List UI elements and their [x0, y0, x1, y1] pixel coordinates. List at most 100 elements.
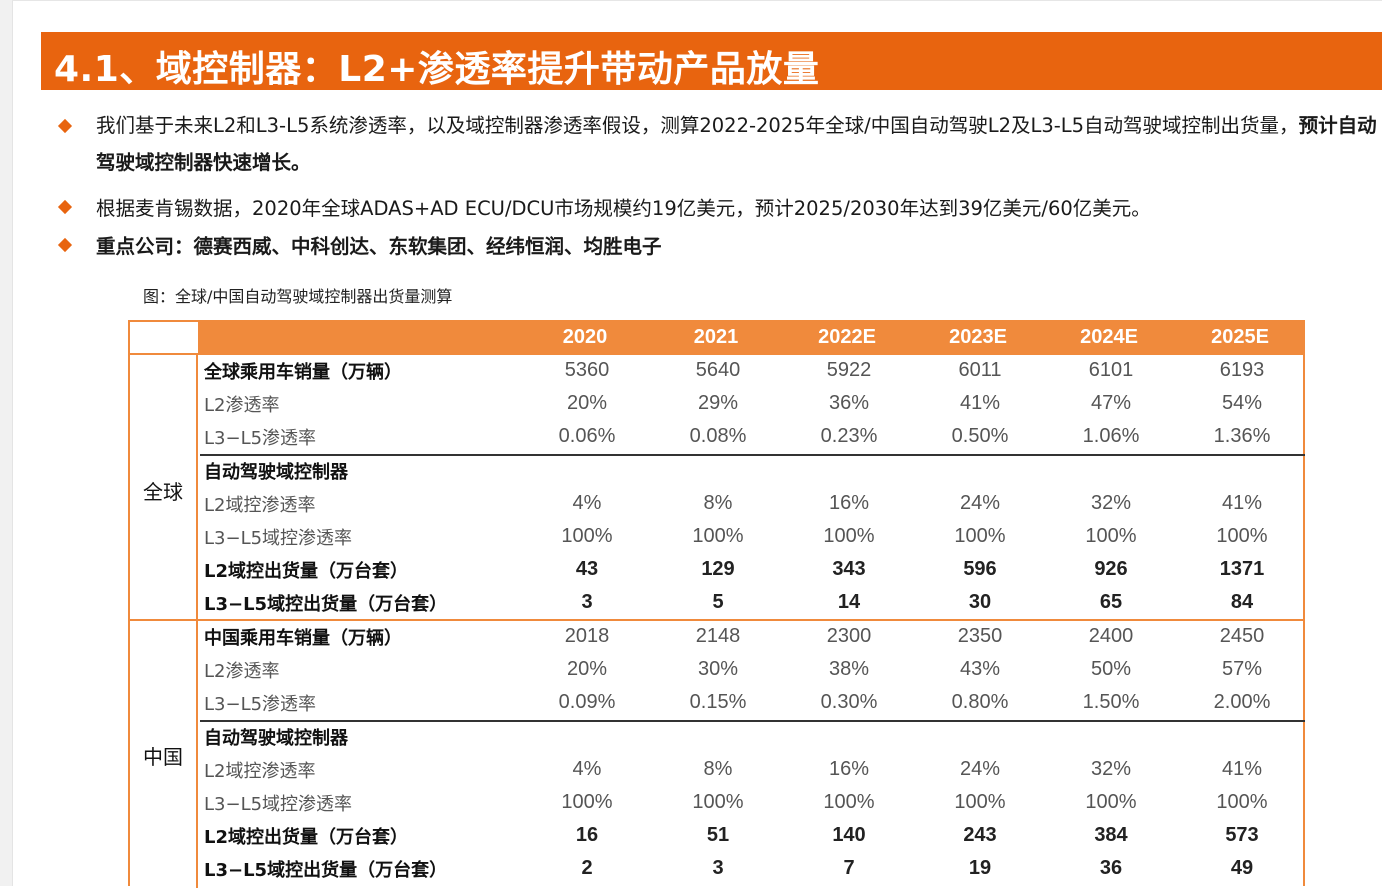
cell: 100%	[1085, 525, 1137, 547]
table-row: L2域控渗透率 4% 8% 16% 24% 32% 41%	[202, 754, 1305, 787]
table-row: 中国乘用车销量（万辆） 2018 2148 2300 2350 2400 245…	[202, 621, 1305, 654]
header-divider	[130, 353, 1305, 355]
cell: 5	[712, 591, 724, 613]
row-label: L3−L5域控出货量（万台套）	[204, 860, 448, 881]
cell: 100%	[692, 791, 744, 813]
cell: 6011	[958, 359, 1002, 381]
bullet-3-bold: 重点公司：德赛西威、中科创达、东软集团、经纬恒润、均胜电子	[96, 235, 662, 258]
cell: 32%	[1090, 758, 1132, 780]
cell: 7	[843, 857, 855, 879]
cell: 20%	[566, 658, 608, 680]
bullet-text-3: 重点公司：德赛西威、中科创达、东软集团、经纬恒润、均胜电子	[96, 228, 1381, 265]
cell: 2148	[695, 625, 741, 647]
cell: 100%	[1216, 791, 1268, 813]
title-bar: 4.1、域控制器：L2+渗透率提升带动产品放量	[41, 32, 1382, 90]
cell: 0.50%	[951, 425, 1009, 447]
region-label: 中国	[143, 745, 183, 769]
cell: 41%	[959, 392, 1001, 414]
row-label: L3−L5域控渗透率	[204, 528, 353, 549]
cell: 16%	[828, 758, 870, 780]
bullet-2-text: 根据麦肯锡数据，2020年全球ADAS+AD ECU/DCU市场规模约19亿美元…	[96, 197, 1151, 220]
cell: 1.50%	[1082, 691, 1140, 713]
row-label: L3−L5渗透率	[204, 694, 317, 715]
cell: 41%	[1221, 492, 1263, 514]
region-cell-china: 中国	[130, 621, 198, 888]
cell: 100%	[692, 525, 744, 547]
cell: 596	[963, 558, 997, 580]
row-label: L3−L5域控出货量（万台套）	[204, 594, 448, 615]
table-row: 全球乘用车销量（万辆） 5360 5640 5922 6011 6101 619…	[202, 355, 1305, 388]
table-header-blank	[130, 322, 198, 355]
year-header: 2024E	[1080, 326, 1138, 348]
cell: 0.15%	[689, 691, 747, 713]
section-divider	[200, 720, 1305, 722]
cell: 100%	[823, 525, 875, 547]
cell: 0.23%	[820, 425, 878, 447]
cell: 30%	[697, 658, 739, 680]
cell: 1371	[1219, 558, 1265, 580]
table-row: L2域控渗透率 4% 8% 16% 24% 32% 41%	[202, 488, 1305, 521]
table-row: 自动驾驶域控制器	[202, 721, 1305, 754]
cell: 50%	[1090, 658, 1132, 680]
cell: 47%	[1090, 392, 1132, 414]
bullet-text-2: 根据麦肯锡数据，2020年全球ADAS+AD ECU/DCU市场规模约19亿美元…	[96, 190, 1381, 227]
year-header: 2025E	[1211, 326, 1269, 348]
cell: 6101	[1088, 359, 1134, 381]
cell: 2018	[564, 625, 610, 647]
bullet-1-bold: 预计自动驾驶域控制器快速增长。	[96, 114, 1377, 174]
cell: 100%	[954, 791, 1006, 813]
bullet-1-text: 我们基于未来L2和L3-L5系统渗透率，以及域控制器渗透率假设，测算2022-2…	[96, 114, 1299, 137]
cell: 8%	[703, 758, 733, 780]
cell: 41%	[1221, 758, 1263, 780]
row-label: L2渗透率	[204, 395, 280, 416]
row-label: L2域控出货量（万台套）	[204, 561, 408, 582]
cell: 36	[1099, 857, 1123, 879]
forecast-table: 2020 2021 2022E 2023E 2024E 2025E 全球 全球乘…	[128, 320, 1305, 888]
table-row: L3−L5域控出货量（万台套） 2 3 7 19 36 49	[202, 853, 1305, 886]
cell: 5640	[695, 359, 741, 381]
cell: 54%	[1221, 392, 1263, 414]
cell: 100%	[561, 791, 613, 813]
bullet-diamond-icon	[58, 238, 72, 252]
bullet-text-1: 我们基于未来L2和L3-L5系统渗透率，以及域控制器渗透率假设，测算2022-2…	[96, 107, 1381, 181]
table-header: 2020 2021 2022E 2023E 2024E 2025E	[198, 322, 1305, 355]
row-label: L2域控渗透率	[204, 761, 316, 782]
cell: 1.06%	[1082, 425, 1140, 447]
row-label: L3−L5渗透率	[204, 428, 317, 449]
cell: 100%	[561, 525, 613, 547]
cell: 343	[832, 558, 866, 580]
table-row: L3−L5域控渗透率 100% 100% 100% 100% 100% 100%	[202, 787, 1305, 820]
cell: 3	[712, 857, 724, 879]
table-row: L3−L5域控出货量（万台套） 3 5 14 30 65 84	[202, 587, 1305, 620]
cell: 51	[706, 824, 730, 846]
cell: 129	[701, 558, 735, 580]
section-divider	[200, 454, 1305, 456]
cell: 2300	[826, 625, 872, 647]
year-header: 2020	[562, 326, 608, 348]
row-label: 自动驾驶域控制器	[204, 728, 348, 749]
row-label: L2域控出货量（万台套）	[204, 827, 408, 848]
cell: 14	[837, 591, 861, 613]
cell: 140	[832, 824, 866, 846]
cell: 43%	[959, 658, 1001, 680]
cell: 3	[581, 591, 593, 613]
year-header: 2022E	[818, 326, 876, 348]
cell: 243	[963, 824, 997, 846]
cell: 100%	[954, 525, 1006, 547]
cell: 57%	[1221, 658, 1263, 680]
cell: 6193	[1219, 359, 1265, 381]
cell: 49	[1230, 857, 1254, 879]
region-label: 全球	[143, 480, 183, 504]
cell: 84	[1230, 591, 1254, 613]
row-label: 自动驾驶域控制器	[204, 462, 348, 483]
cell: 384	[1094, 824, 1128, 846]
cell: 4%	[572, 492, 602, 514]
table-row: L2域控出货量（万台套） 16 51 140 243 384 573	[202, 820, 1305, 853]
figure-caption: 图：全球/中国自动驾驶域控制器出货量测算	[143, 287, 453, 306]
row-label: 全球乘用车销量（万辆）	[204, 362, 402, 383]
bullet-diamond-icon	[58, 119, 72, 133]
cell: 0.80%	[951, 691, 1009, 713]
cell: 5922	[826, 359, 872, 381]
cell: 0.09%	[558, 691, 616, 713]
table-row: L3−L5渗透率 0.06% 0.08% 0.23% 0.50% 1.06% 1…	[202, 421, 1305, 454]
